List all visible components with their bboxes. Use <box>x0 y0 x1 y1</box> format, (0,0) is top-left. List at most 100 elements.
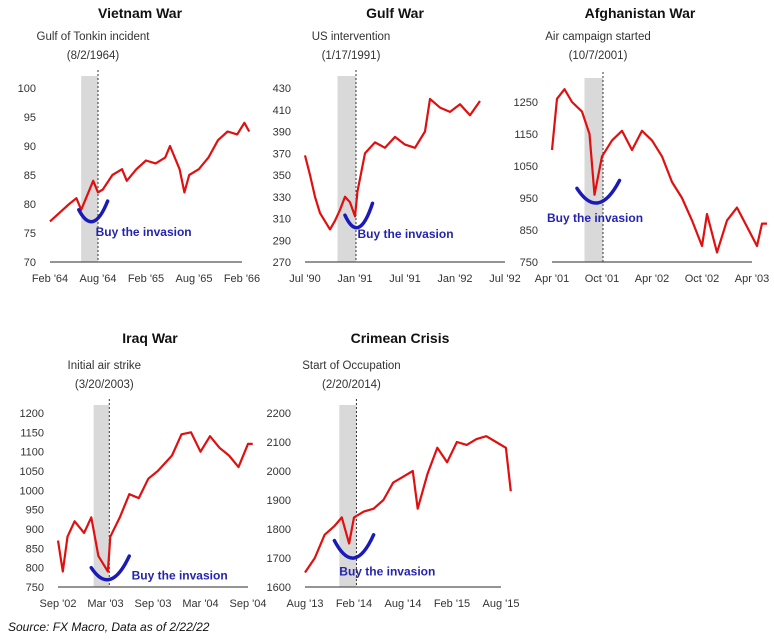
x-tick-label: Oct '02 <box>685 273 720 285</box>
y-tick-label: 1150 <box>514 129 538 141</box>
smile-curve <box>77 199 110 224</box>
y-tick-label: 430 <box>273 83 291 95</box>
x-tick-label: Feb '66 <box>224 273 260 285</box>
x-tick-label: Aug '15 <box>483 598 520 610</box>
shaded-period <box>339 405 357 587</box>
y-tick-label: 950 <box>26 505 44 517</box>
event-annotation: US intervention <box>312 31 391 43</box>
y-tick-label: 1050 <box>20 466 44 478</box>
x-tick-label: Sep '04 <box>230 598 267 610</box>
event-annotation: Air campaign started <box>545 31 650 43</box>
y-tick-label: 800 <box>26 563 44 575</box>
buy-the-invasion-label: Buy the invasion <box>358 227 454 241</box>
chart-title: Iraq War <box>122 330 178 346</box>
event-annotation: (10/7/2001) <box>569 50 628 62</box>
y-tick-label: 1050 <box>514 161 538 173</box>
y-tick-label: 1150 <box>20 427 44 439</box>
y-tick-label: 2200 <box>267 408 291 420</box>
shaded-period <box>337 76 356 262</box>
y-tick-label: 350 <box>273 170 291 182</box>
smile-curve <box>332 533 376 560</box>
x-tick-label: Aug '64 <box>80 273 117 285</box>
x-tick-label: Jul '92 <box>489 273 520 285</box>
smile-curve <box>89 554 131 582</box>
buy-the-invasion-label: Buy the invasion <box>96 225 192 239</box>
y-tick-label: 900 <box>26 524 44 536</box>
chart-title: Crimean Crisis <box>351 330 450 346</box>
x-tick-label: Jul '91 <box>389 273 420 285</box>
event-annotation: (8/2/1964) <box>67 50 120 62</box>
event-annotation: (3/20/2003) <box>75 379 134 391</box>
y-tick-label: 1200 <box>20 408 44 420</box>
y-tick-label: 370 <box>273 148 291 160</box>
event-annotation: Start of Occupation <box>302 360 400 372</box>
smile-curve <box>575 178 622 205</box>
price-series-line <box>56 431 253 573</box>
x-tick-label: Apr '03 <box>735 273 770 285</box>
y-tick-label: 950 <box>520 193 538 205</box>
chart-title: Gulf War <box>366 5 424 21</box>
chart-title: Vietnam War <box>98 5 183 21</box>
x-tick-label: Feb '14 <box>336 598 372 610</box>
x-tick-label: Jan '92 <box>437 273 472 285</box>
y-tick-label: 2000 <box>267 466 291 478</box>
y-tick-label: 750 <box>520 257 538 269</box>
price-series-line <box>303 97 481 231</box>
x-tick-label: Feb '65 <box>128 273 164 285</box>
x-tick-label: Aug '13 <box>287 598 324 610</box>
source-note: Source: FX Macro, Data as of 2/22/22 <box>8 620 210 634</box>
x-tick-label: Apr '01 <box>535 273 570 285</box>
x-tick-label: Sep '02 <box>40 598 77 610</box>
y-tick-label: 85 <box>24 170 36 182</box>
x-tick-label: Sep '03 <box>135 598 172 610</box>
buy-the-invasion-label: Buy the invasion <box>339 564 435 578</box>
event-annotation: (2/20/2014) <box>322 379 381 391</box>
event-annotation: (1/17/1991) <box>322 50 381 62</box>
y-tick-label: 1800 <box>267 524 291 536</box>
y-tick-label: 1250 <box>514 97 538 109</box>
y-tick-label: 95 <box>24 112 36 124</box>
y-tick-label: 850 <box>26 543 44 555</box>
y-tick-label: 75 <box>24 228 36 240</box>
price-series-line <box>550 88 767 254</box>
x-tick-label: Jan '91 <box>337 273 372 285</box>
y-tick-label: 2100 <box>267 437 291 449</box>
shaded-period <box>584 78 603 262</box>
y-tick-label: 100 <box>18 83 36 95</box>
y-tick-label: 270 <box>273 257 291 269</box>
y-tick-label: 90 <box>24 141 36 153</box>
y-tick-label: 80 <box>24 199 36 211</box>
y-tick-label: 750 <box>26 582 44 594</box>
event-annotation: Initial air strike <box>68 360 142 372</box>
y-tick-label: 1100 <box>20 447 44 459</box>
price-series-line <box>304 435 512 574</box>
y-tick-label: 390 <box>273 127 291 139</box>
x-tick-label: Mar '04 <box>182 598 218 610</box>
buy-the-invasion-label: Buy the invasion <box>132 568 228 582</box>
x-tick-label: Jul '90 <box>289 273 320 285</box>
y-tick-label: 330 <box>273 192 291 204</box>
smile-curve <box>343 201 375 230</box>
buy-the-invasion-label: Buy the invasion <box>547 211 643 225</box>
y-tick-label: 1700 <box>267 553 291 565</box>
chart-title: Afghanistan War <box>585 5 696 21</box>
event-annotation: Gulf of Tonkin incident <box>37 31 151 43</box>
x-tick-label: Aug '65 <box>176 273 213 285</box>
x-tick-label: Apr '02 <box>635 273 670 285</box>
y-tick-label: 310 <box>273 214 291 226</box>
x-tick-label: Feb '64 <box>32 273 68 285</box>
price-series-line <box>49 121 251 223</box>
y-tick-label: 410 <box>273 105 291 117</box>
y-tick-label: 1000 <box>20 485 44 497</box>
y-tick-label: 290 <box>273 235 291 247</box>
x-tick-label: Aug '14 <box>385 598 422 610</box>
x-tick-label: Feb '15 <box>434 598 470 610</box>
y-tick-label: 850 <box>520 225 538 237</box>
y-tick-label: 1900 <box>267 495 291 507</box>
x-tick-label: Oct '01 <box>585 273 620 285</box>
y-tick-label: 70 <box>24 257 36 269</box>
shaded-period <box>81 76 98 262</box>
y-tick-label: 1600 <box>267 582 291 594</box>
